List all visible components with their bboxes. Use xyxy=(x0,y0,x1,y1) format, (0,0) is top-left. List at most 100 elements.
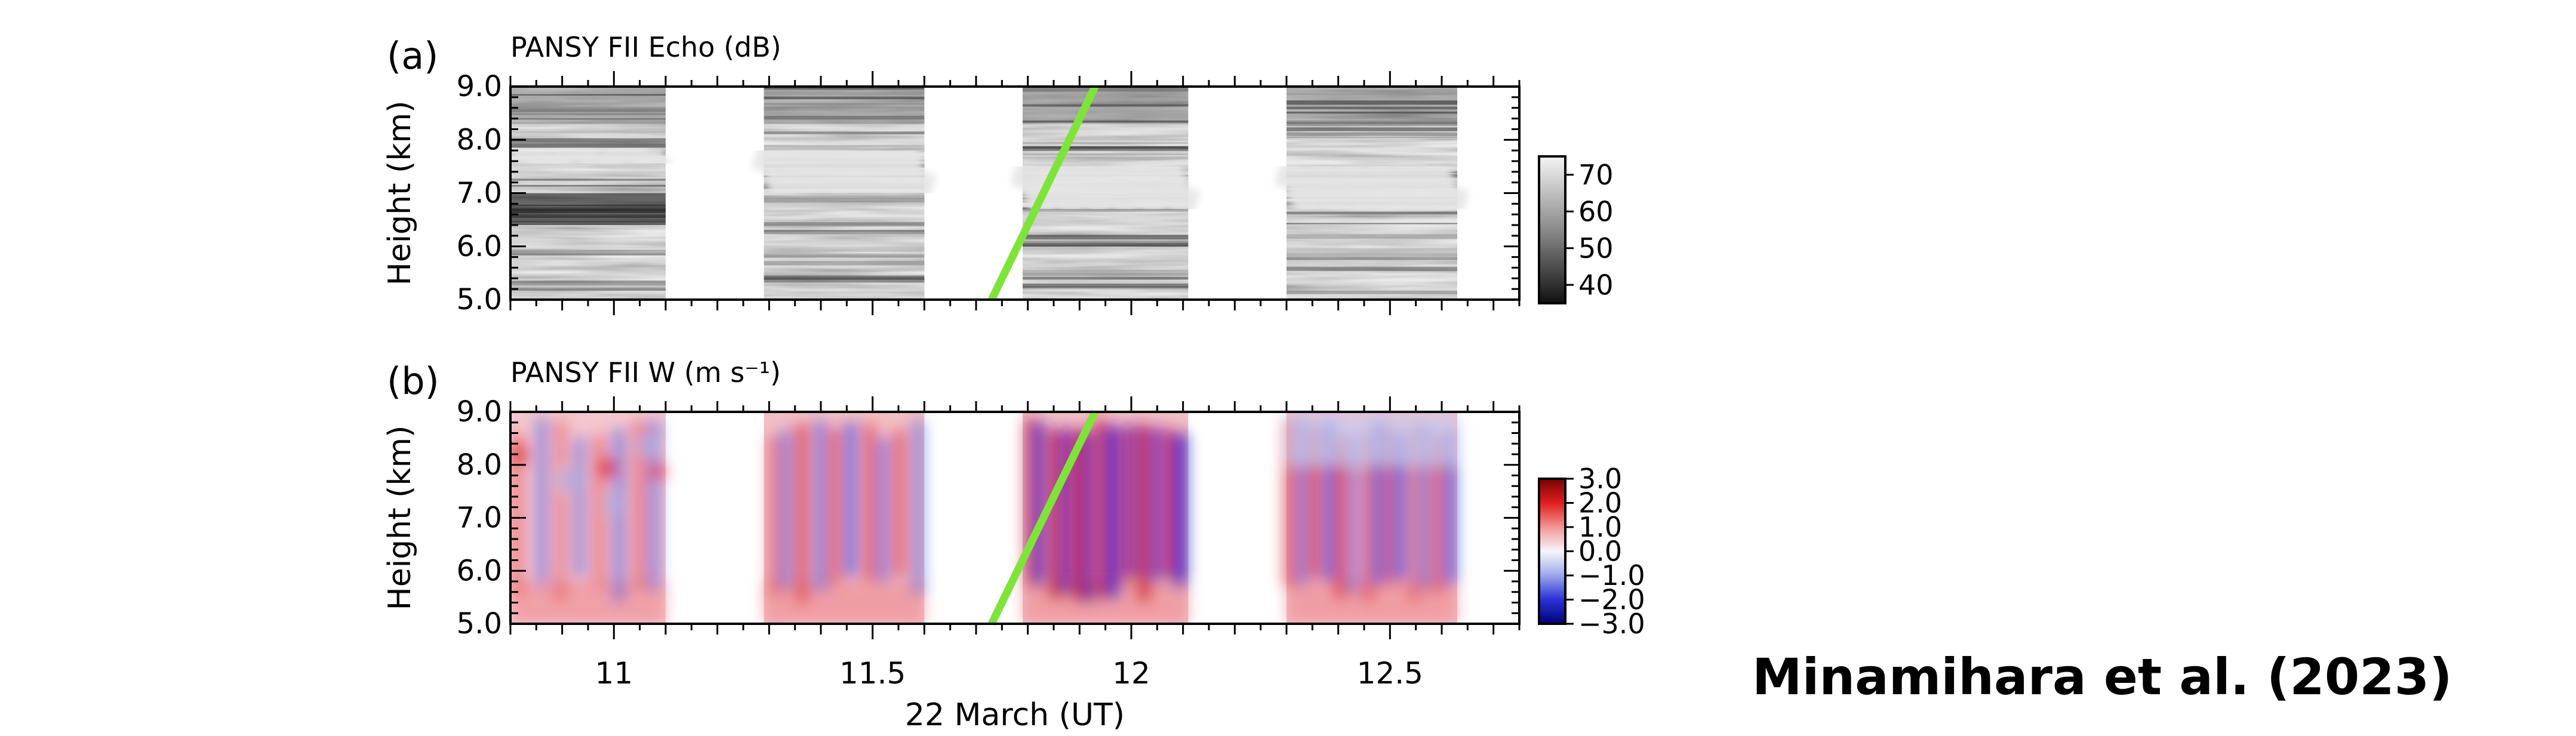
echo-streak xyxy=(510,184,666,187)
echo-streak xyxy=(764,261,925,266)
w-updraft xyxy=(1072,430,1085,602)
echo-wave xyxy=(752,141,937,202)
y-axis-label: Height (km) xyxy=(382,426,418,611)
echo-streak xyxy=(1287,223,1457,224)
panel-title: PANSY FII Echo (dB) xyxy=(510,31,781,63)
echo-streak xyxy=(510,283,666,286)
echo-streak xyxy=(1287,111,1457,114)
echo-streak xyxy=(1023,241,1189,244)
echo-top-shade xyxy=(1287,87,1457,124)
reference-line xyxy=(988,410,1099,626)
w-cell xyxy=(510,444,530,465)
w-updraft xyxy=(592,434,606,587)
echo-streak xyxy=(510,285,666,287)
data-segment xyxy=(510,412,667,624)
w-cell xyxy=(604,495,621,512)
w-updraft xyxy=(510,432,524,596)
w-blobs xyxy=(510,418,667,624)
w-downdraft xyxy=(911,420,925,595)
echo-streak xyxy=(764,115,925,120)
w-updraft xyxy=(892,430,906,577)
w-updraft xyxy=(1137,425,1151,602)
w-downdraft xyxy=(1443,427,1457,584)
echo-streak xyxy=(1023,142,1189,144)
colorbar-tick-label: 1.0 xyxy=(1578,511,1622,543)
w-updraft xyxy=(827,428,841,584)
echo-dark-band xyxy=(510,193,666,226)
x-axis-label: 22 March (UT) xyxy=(905,697,1125,733)
colorbar-tick-label: −3.0 xyxy=(1578,608,1645,640)
echo-top-shade xyxy=(510,87,666,124)
colorbar xyxy=(1538,478,1566,625)
echo-streak xyxy=(1023,243,1189,247)
echo-streak xyxy=(510,281,666,285)
w-updraft xyxy=(863,423,876,581)
panel-title: PANSY FII W (m s⁻¹) xyxy=(510,356,781,389)
colorbar-tick-label: 3.0 xyxy=(1578,463,1622,495)
colorbar-tick-label: −2.0 xyxy=(1578,584,1645,616)
data-segment xyxy=(1283,412,1457,624)
w-updraft xyxy=(1048,429,1062,599)
echo-streak xyxy=(764,222,925,226)
echo-streak xyxy=(764,275,925,280)
echo-streak xyxy=(1287,266,1457,271)
w-blobs xyxy=(1283,412,1457,624)
echo-streak xyxy=(1023,239,1189,242)
w-downdraft xyxy=(1058,427,1072,594)
w-updraft xyxy=(1362,432,1375,602)
x-tick-label: 11.5 xyxy=(839,656,906,691)
echo-layer xyxy=(752,141,937,202)
reference-line xyxy=(988,85,1099,301)
echo-wave xyxy=(510,137,673,175)
colorbar-tick-label: 70 xyxy=(1578,159,1614,191)
w-bottom-band xyxy=(510,581,666,624)
y-tick-label: 6.0 xyxy=(457,554,502,587)
w-blobs xyxy=(764,420,925,624)
echo-streak xyxy=(1287,136,1457,138)
echo-streak xyxy=(1287,132,1457,136)
w-updraft xyxy=(632,420,645,589)
colorbar-tick-label: 40 xyxy=(1578,269,1614,301)
w-downdraft xyxy=(1346,432,1360,593)
w-updraft xyxy=(795,423,808,602)
w-cell xyxy=(637,435,657,455)
y-tick-label: 7.0 xyxy=(457,501,502,535)
echo-streak xyxy=(510,131,666,134)
echo-streak xyxy=(1023,146,1189,149)
w-downdraft xyxy=(1173,433,1187,587)
w-downdraft xyxy=(573,436,586,578)
w-downdraft xyxy=(779,430,793,588)
echo-streak xyxy=(1287,100,1457,105)
w-updraft xyxy=(1430,434,1444,593)
panel-a: 5.0 6.0 7.0 8.0 9.0 Height (km) (a) PANSY FII E… xyxy=(382,31,1614,316)
w-bottom-band xyxy=(764,581,925,624)
echo-streak xyxy=(510,253,666,255)
w-cell xyxy=(556,469,578,491)
echo-streak xyxy=(1023,235,1189,240)
citation: Minamihara et al. (2023) xyxy=(1752,648,2452,706)
echo-streak xyxy=(1287,290,1457,294)
data-segment xyxy=(752,87,937,300)
w-updraft xyxy=(1333,437,1347,599)
echo-streak xyxy=(764,230,925,234)
y-tick-label: 7.0 xyxy=(457,177,502,210)
echo-streak xyxy=(510,94,666,96)
data-segment xyxy=(1010,87,1201,300)
w-updraft xyxy=(1407,425,1421,602)
w-downdraft xyxy=(876,437,890,583)
w-downdraft xyxy=(813,420,827,592)
y-tick-label: 9.0 xyxy=(457,395,502,429)
w-downdraft xyxy=(1127,424,1141,578)
w-downdraft xyxy=(1393,433,1407,581)
x-tick-label: 12 xyxy=(1112,656,1150,691)
plot-area xyxy=(510,412,1457,624)
y-tick-label: 8.0 xyxy=(457,123,502,156)
echo-streak xyxy=(764,87,925,90)
echo-streak xyxy=(1287,248,1457,253)
echo-streak xyxy=(764,131,925,134)
echo-top-shade xyxy=(764,87,925,124)
echo-layer xyxy=(510,137,673,175)
echo-streak xyxy=(510,118,666,120)
echo-streak xyxy=(764,253,925,258)
w-downdraft xyxy=(1082,430,1095,602)
